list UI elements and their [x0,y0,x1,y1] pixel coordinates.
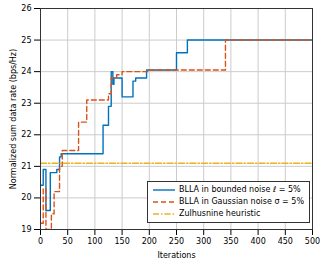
svg-text:350: 350 [223,237,238,246]
svg-text:100: 100 [87,237,102,246]
svg-text:450: 450 [278,237,293,246]
svg-text:Iterations: Iterations [157,251,195,260]
svg-text:250: 250 [169,237,184,246]
svg-text:150: 150 [114,237,129,246]
svg-text:300: 300 [196,237,211,246]
svg-text:23: 23 [21,99,31,108]
svg-text:19: 19 [21,225,31,234]
svg-text:25: 25 [21,36,31,45]
svg-text:26: 26 [21,4,31,13]
svg-text:50: 50 [63,237,73,246]
html-text:BLLA in bounded noise ℓ = 5%: BLLA in bounded noise ℓ = 5% [178,185,301,194]
svg-text:24: 24 [21,67,31,76]
html-text:BLLA in Gaussian noise σ = 5%: BLLA in Gaussian noise σ = 5% [178,197,304,206]
svg-text:500: 500 [305,237,320,246]
svg-text:21: 21 [21,162,31,171]
html-text:Zulhusnine heuristic: Zulhusnine heuristic [178,209,261,218]
svg-text:400: 400 [250,237,265,246]
svg-text:Normalized sum data rate (bps/: Normalized sum data rate (bps/Hz) [9,49,18,189]
svg-text:0: 0 [38,237,43,246]
svg-text:200: 200 [142,237,157,246]
svg-text:22: 22 [21,130,31,139]
svg-text:20: 20 [21,193,31,202]
